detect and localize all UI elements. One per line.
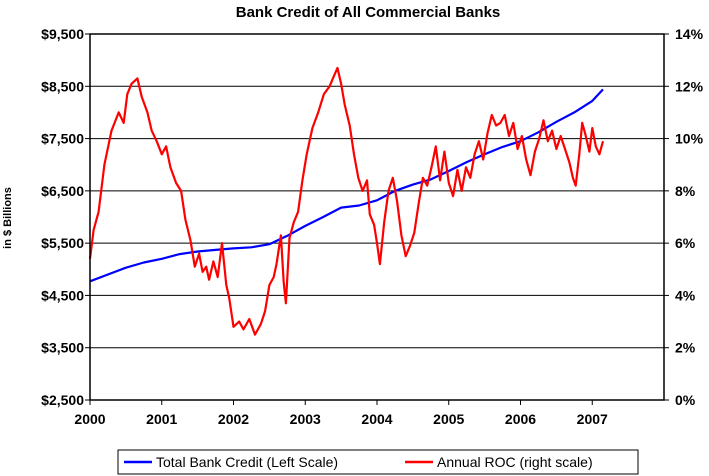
x-tick-label-5: 2005 [433, 411, 464, 427]
x-tick-label-4: 2004 [361, 411, 392, 427]
chart-title: Bank Credit of All Commercial Banks [236, 4, 501, 21]
y-left-tick-label-6: $8,500 [41, 78, 84, 94]
x-tick-label-7: 2007 [577, 411, 608, 427]
x-tick-label-2: 2002 [218, 411, 249, 427]
y-right-tick-label-4: 8% [675, 183, 696, 199]
y-left-tick-label-5: $7,500 [41, 131, 84, 147]
y-left-tick-label-0: $2,500 [41, 392, 84, 408]
y-right-tick-label-3: 6% [675, 235, 696, 251]
y-right-tick-label-7: 14% [675, 26, 704, 42]
series-lines [88, 66, 605, 336]
series-line-total-bank-credit [89, 88, 604, 283]
gridlines [90, 33, 664, 401]
y-left-tick-label-1: $3,500 [41, 340, 84, 356]
legend: Total Bank Credit (Left Scale) Annual RO… [117, 449, 639, 475]
y-right-tick-label-0: 0% [675, 392, 696, 408]
y-left-tick-label-7: $9,500 [41, 26, 84, 42]
y-axis-label: in $ Billions [2, 187, 14, 249]
plot-area [89, 33, 665, 401]
y-right-tick-label-6: 12% [675, 78, 704, 94]
legend-box [117, 449, 639, 475]
legend-label-annual-roc: Annual ROC (right scale) [437, 454, 593, 470]
x-tick-label-3: 2003 [290, 411, 321, 427]
axis-ticks: $2,500 $3,500 $4,500 $5,500 $6,500 $7,500 $8,5… [41, 26, 703, 427]
y-left-tick-label-4: $6,500 [41, 183, 84, 199]
series-line-annual-roc [88, 66, 605, 336]
x-tick-label-6: 2006 [505, 411, 536, 427]
y-left-tick-label-2: $4,500 [41, 287, 84, 303]
y-right-tick-label-2: 4% [675, 287, 696, 303]
y-right-tick-label-1: 2% [675, 340, 696, 356]
x-tick-label-0: 2000 [74, 411, 105, 427]
legend-label-total-bank-credit: Total Bank Credit (Left Scale) [156, 454, 338, 470]
y-left-tick-label-3: $5,500 [41, 235, 84, 251]
y-right-tick-label-5: 10% [675, 131, 704, 147]
x-tick-label-1: 2001 [146, 411, 177, 427]
